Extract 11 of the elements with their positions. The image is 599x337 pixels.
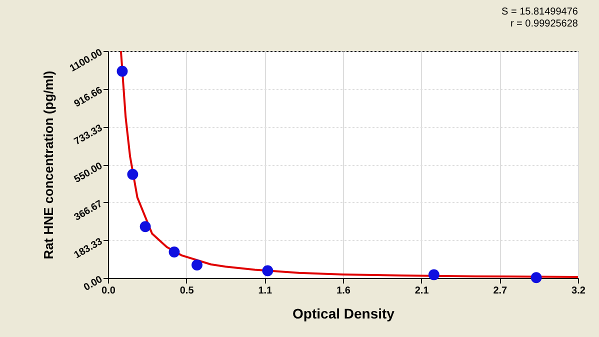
x-axis-title: Optical Density [292, 306, 395, 322]
x-tick-label: 2.7 [493, 286, 508, 296]
x-tick-label: 2.1 [414, 286, 430, 296]
x-tick-label: 1.6 [336, 286, 351, 296]
x-tick-label: 0.0 [102, 286, 116, 296]
y-axis-title: Rat HNE concentration (pg/ml) [41, 70, 56, 260]
x-tick-label: 0.5 [180, 286, 194, 296]
text: S = 15.81499476 [502, 6, 578, 18]
x-tick-label: 3.2 [572, 286, 586, 296]
x-tick-label: 1.1 [258, 286, 273, 296]
text: r = 0.99925628 [510, 18, 578, 30]
